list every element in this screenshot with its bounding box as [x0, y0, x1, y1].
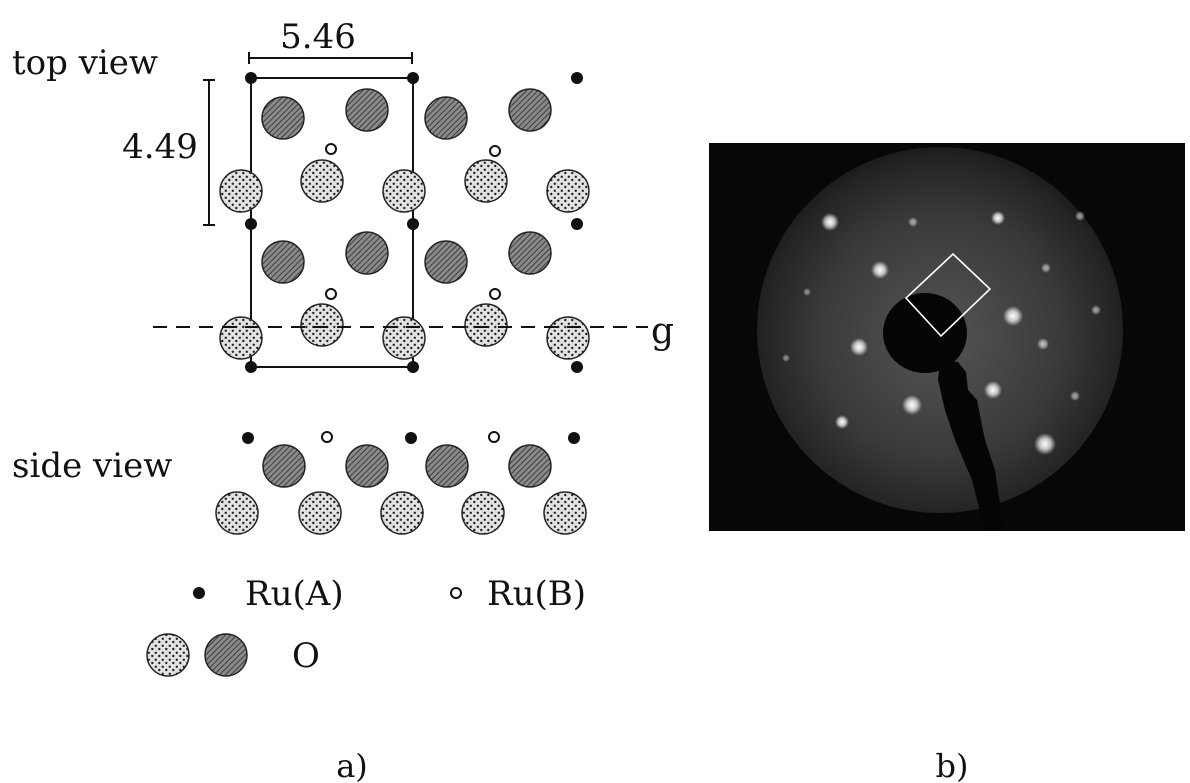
legend-ru-b-marker: [450, 587, 462, 599]
glide-label: g: [651, 311, 674, 352]
legend-ru-a-marker: [193, 587, 205, 599]
side-view-structure: [215, 431, 587, 535]
ru-a-atoms-top: [245, 72, 583, 373]
dim-height-label: 4.49: [122, 127, 198, 167]
legend-oxygen-light-marker: [146, 633, 190, 677]
oxygen-dark-top: [261, 88, 552, 284]
dim-width-label: 5.46: [280, 17, 356, 57]
caption-b: b): [936, 747, 969, 783]
top-view-label: top view: [12, 43, 158, 83]
reciprocal-unit-cell: [904, 252, 992, 338]
electron-gun-shadow: [883, 293, 1004, 531]
height-dimension: 4.49: [122, 79, 215, 226]
legend-ru-b-label: Ru(B): [487, 574, 586, 614]
panel-b: b): [709, 143, 1185, 783]
legend: Ru(A) Ru(B) O: [146, 574, 586, 677]
side-view-label: side view: [12, 446, 172, 486]
width-dimension: 5.46: [248, 17, 413, 64]
legend-oxygen-dark-marker: [204, 633, 248, 677]
legend-oxygen-label: O: [292, 636, 320, 676]
panel-a: top view 5.46 4.49: [12, 17, 674, 783]
caption-a: a): [336, 747, 368, 783]
legend-ru-a-label: Ru(A): [245, 574, 344, 614]
ru-b-atoms-top: [325, 143, 501, 300]
